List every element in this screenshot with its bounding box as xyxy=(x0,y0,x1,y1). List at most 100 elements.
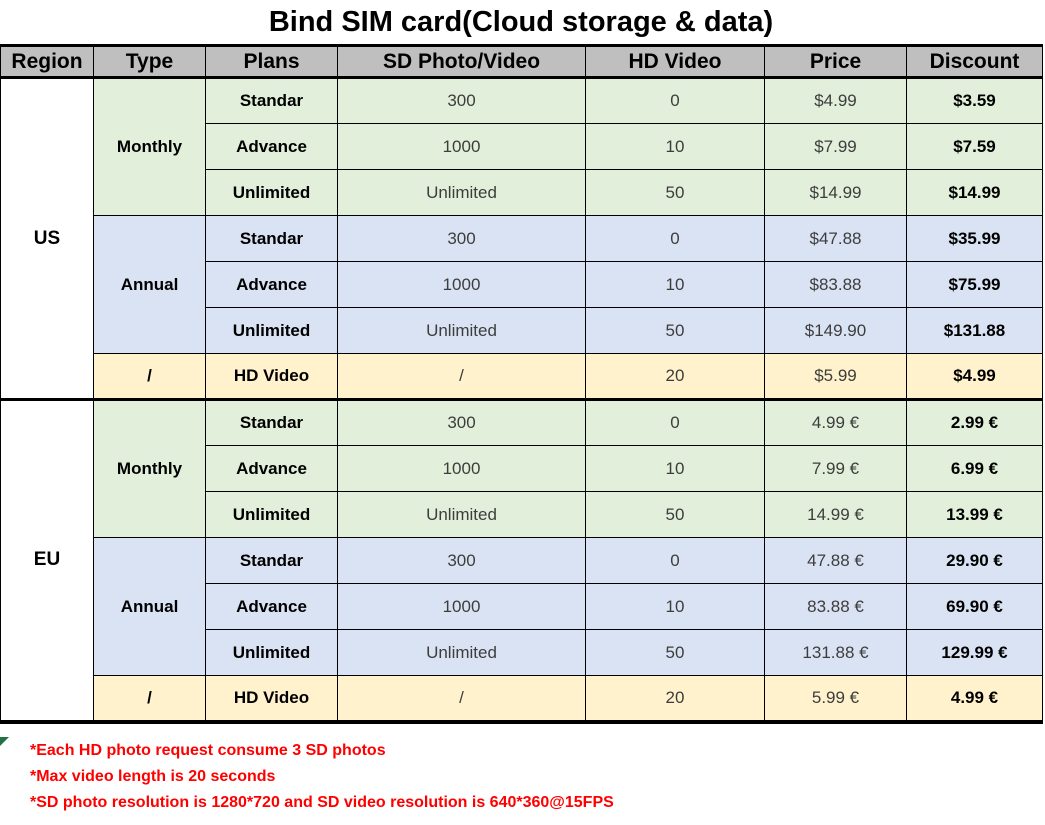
price-cell: $4.99 xyxy=(764,77,907,124)
price-cell: $5.99 xyxy=(764,353,907,400)
hd-cell: 20 xyxy=(585,353,765,400)
footnote-hd-photo: *Each HD photo request consume 3 SD phot… xyxy=(30,741,386,759)
price-cell: 47.88 € xyxy=(764,537,907,584)
price-cell: 83.88 € xyxy=(764,583,907,630)
type-cell-slash: / xyxy=(93,353,206,400)
table-row-eu-monthly-advance: Advance 1000 10 7.99 € 6.99 € xyxy=(1,445,1043,492)
discount-cell: $75.99 xyxy=(906,261,1043,308)
hd-cell: 50 xyxy=(585,307,765,354)
plan-cell: Standar xyxy=(205,77,338,124)
table-row-us-monthly-advance: Advance 1000 10 $7.99 $7.59 xyxy=(1,123,1043,170)
sd-cell: 1000 xyxy=(337,583,586,630)
price-cell: 14.99 € xyxy=(764,491,907,538)
sd-cell: / xyxy=(337,675,586,722)
header-plans: Plans xyxy=(205,44,338,79)
sd-cell: 1000 xyxy=(337,123,586,170)
header-price: Price xyxy=(764,44,907,79)
discount-cell: 69.90 € xyxy=(906,583,1043,630)
plan-cell: Standar xyxy=(205,215,338,262)
footnote-resolution: *SD photo resolution is 1280*720 and SD … xyxy=(30,793,614,811)
discount-cell: $14.99 xyxy=(906,169,1043,216)
table-row-us-monthly-standar: US Monthly Standar 300 0 $4.99 $3.59 xyxy=(0,77,1043,400)
hd-cell: 10 xyxy=(585,261,765,308)
hd-cell: 10 xyxy=(585,583,765,630)
discount-cell: 6.99 € xyxy=(906,445,1043,492)
plan-cell: Unlimited xyxy=(205,307,338,354)
discount-cell: $4.99 xyxy=(906,353,1043,400)
header-discount: Discount xyxy=(906,44,1043,79)
plan-cell: Unlimited xyxy=(205,491,338,538)
type-cell-annual: Annual xyxy=(93,537,206,676)
table-row-us-monthly-unlimited: Unlimited Unlimited 50 $14.99 $14.99 xyxy=(1,169,1043,216)
hd-cell: 50 xyxy=(585,169,765,216)
sd-cell: Unlimited xyxy=(337,169,586,216)
plan-cell: Unlimited xyxy=(205,629,338,676)
header-type: Type xyxy=(93,44,206,79)
table-row-eu-monthly-unlimited: Unlimited Unlimited 50 14.99 € 13.99 € xyxy=(1,491,1043,538)
table-row-eu-monthly-standar: EU Monthly Standar 300 0 4.99 € 2.99 € xyxy=(0,398,1043,722)
plan-cell: Standar xyxy=(205,537,338,584)
discount-cell: 13.99 € xyxy=(906,491,1043,538)
price-cell: $83.88 xyxy=(764,261,907,308)
hd-cell: 10 xyxy=(585,123,765,170)
sd-cell: Unlimited xyxy=(337,491,586,538)
pricing-table: Region Type Plans SD Photo/Video HD Vide… xyxy=(0,44,1043,724)
price-cell: 131.88 € xyxy=(764,629,907,676)
hd-cell: 0 xyxy=(585,398,765,446)
price-cell: $47.88 xyxy=(764,215,907,262)
discount-cell: 2.99 € xyxy=(906,398,1043,446)
hd-cell: 0 xyxy=(585,215,765,262)
sd-cell: Unlimited xyxy=(337,307,586,354)
price-cell: 5.99 € xyxy=(764,675,907,722)
discount-cell: 4.99 € xyxy=(906,675,1043,722)
sd-cell: Unlimited xyxy=(337,629,586,676)
table-row-eu-annual-unlimited: Unlimited Unlimited 50 131.88 € 129.99 € xyxy=(1,629,1043,676)
sd-cell: 1000 xyxy=(337,261,586,308)
plan-cell: Advance xyxy=(205,261,338,308)
hd-cell: 20 xyxy=(585,675,765,722)
discount-cell: $3.59 xyxy=(906,77,1043,124)
header-region: Region xyxy=(0,44,94,79)
plan-cell: HD Video xyxy=(205,353,338,400)
sd-cell: 300 xyxy=(337,398,586,446)
table-row-eu-hdvideo: / HD Video / 20 5.99 € 4.99 € xyxy=(1,675,1043,722)
plan-cell: Standar xyxy=(205,398,338,446)
type-cell-slash: / xyxy=(93,675,206,722)
table-row-us-annual-unlimited: Unlimited Unlimited 50 $149.90 $131.88 xyxy=(1,307,1043,354)
price-cell: $14.99 xyxy=(764,169,907,216)
table-row-us-annual-standar: Annual Standar 300 0 $47.88 $35.99 xyxy=(1,215,1043,354)
hd-cell: 50 xyxy=(585,491,765,538)
price-cell: $149.90 xyxy=(764,307,907,354)
footnote-video-length: *Max video length is 20 seconds xyxy=(30,767,276,785)
table-row-eu-annual-standar: Annual Standar 300 0 47.88 € 29.90 € xyxy=(1,537,1043,676)
price-cell: $7.99 xyxy=(764,123,907,170)
plan-cell: Advance xyxy=(205,583,338,630)
sd-cell: 300 xyxy=(337,77,586,124)
page-title: Bind SIM card(Cloud storage & data) xyxy=(268,5,774,38)
plan-cell: HD Video xyxy=(205,675,338,722)
discount-cell: 129.99 € xyxy=(906,629,1043,676)
discount-cell: $35.99 xyxy=(906,215,1043,262)
header-sd: SD Photo/Video xyxy=(337,44,586,79)
plan-cell: Advance xyxy=(205,445,338,492)
discount-cell: $7.59 xyxy=(906,123,1043,170)
hd-cell: 0 xyxy=(585,537,765,584)
green-corner-mark xyxy=(0,737,9,746)
hd-cell: 0 xyxy=(585,77,765,124)
plan-cell: Advance xyxy=(205,123,338,170)
table-row-us-annual-advance: Advance 1000 10 $83.88 $75.99 xyxy=(1,261,1043,308)
price-cell: 4.99 € xyxy=(764,398,907,446)
header-row: Region Type Plans SD Photo/Video HD Vide… xyxy=(0,44,1043,79)
footnotes: *Each HD photo request consume 3 SD phot… xyxy=(30,738,1045,816)
region-cell-eu: EU xyxy=(0,398,94,722)
type-cell-monthly: Monthly xyxy=(93,77,206,216)
discount-cell: $131.88 xyxy=(906,307,1043,354)
discount-cell: 29.90 € xyxy=(906,537,1043,584)
table-row-us-hdvideo: / HD Video / 20 $5.99 $4.99 xyxy=(1,353,1043,400)
header-hd: HD Video xyxy=(585,44,765,79)
sd-cell: 300 xyxy=(337,537,586,584)
hd-cell: 50 xyxy=(585,629,765,676)
hd-cell: 10 xyxy=(585,445,765,492)
sd-cell: / xyxy=(337,353,586,400)
